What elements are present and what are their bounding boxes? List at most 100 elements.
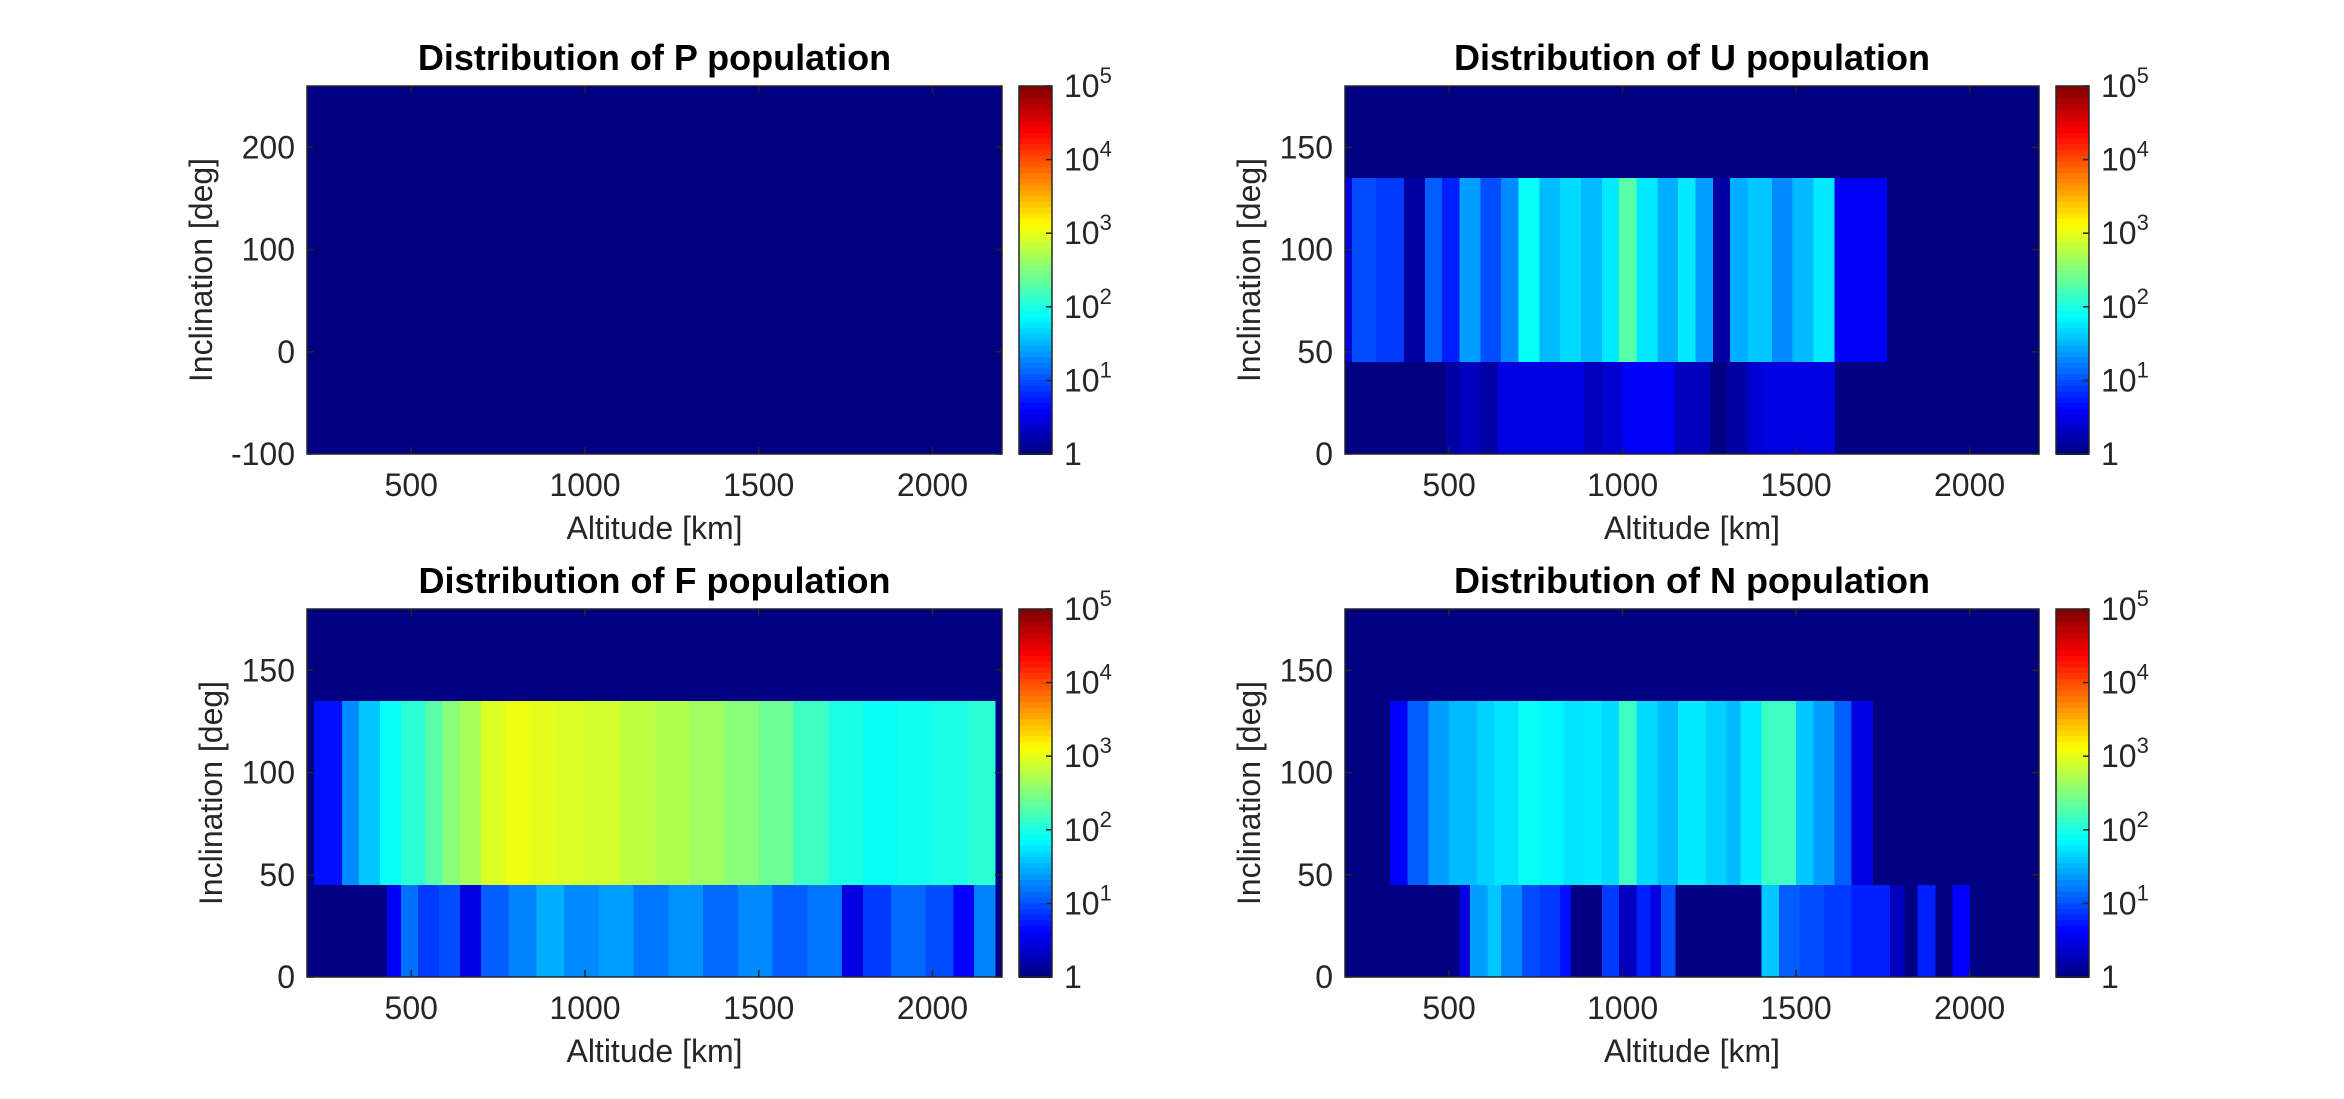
heatmap-cell	[807, 885, 843, 977]
colorbar-tick-label: 101	[1064, 357, 1112, 398]
colorbar-segment	[1019, 442, 1052, 450]
colorbar-segment	[1019, 149, 1052, 156]
colorbar-segment	[1019, 804, 1052, 812]
colorbar-segment	[2056, 362, 2089, 369]
heatmap-cell	[1657, 701, 1679, 885]
colorbar-segment	[2056, 431, 2089, 438]
colorbar-tick-label: 104	[2101, 137, 2149, 178]
colorbar-segment	[2056, 333, 2089, 340]
heatmap-cell	[400, 701, 426, 885]
chart-title: Distribution of F population	[419, 560, 891, 601]
heatmap-cell	[1619, 885, 1638, 977]
colorbar-segment	[2056, 793, 2089, 800]
colorbar-segment	[2056, 97, 2089, 105]
colorbar-segment	[1019, 672, 1052, 679]
colorbar-segment	[1019, 362, 1052, 369]
heatmap-cell	[1345, 178, 1353, 362]
colorbar-segment	[2056, 655, 2089, 662]
colorbar-segment	[1019, 252, 1052, 260]
heatmap-cell	[400, 885, 419, 977]
colorbar-segment	[2056, 724, 2089, 731]
heatmap-cell	[890, 885, 927, 977]
colorbar-segment	[1019, 701, 1052, 708]
heatmap-cell	[863, 701, 899, 885]
heatmap-cell	[1459, 362, 1481, 454]
colorbar-segment	[1019, 712, 1052, 720]
colorbar-segment	[2056, 103, 2089, 110]
colorbar-segment	[1019, 965, 1052, 973]
heatmap-cell	[1636, 701, 1658, 885]
colorbar-segment	[1019, 385, 1052, 392]
colorbar-segment	[1019, 132, 1052, 139]
colorbar-segment	[1019, 270, 1052, 277]
colorbar-segment	[2056, 86, 2089, 93]
colorbar-tick-label: 103	[1064, 733, 1112, 774]
colorbar-segment	[1019, 448, 1052, 455]
colorbar-segment	[2056, 879, 2089, 886]
colorbar-segment	[1019, 793, 1052, 800]
colorbar-segment	[2056, 344, 2089, 352]
colorbar-segment	[1019, 172, 1052, 179]
heatmap-cell	[598, 885, 635, 977]
heatmap-cell	[1823, 885, 1853, 977]
y-tick-label: 150	[242, 652, 295, 688]
colorbar-segment	[2056, 390, 2089, 398]
x-axis-label: Altitude [km]	[566, 1033, 742, 1069]
colorbar-segment	[2056, 735, 2089, 743]
colorbar-segment	[1019, 724, 1052, 731]
x-axis-label: Altitude [km]	[1604, 1033, 1780, 1069]
colorbar-segment	[2056, 948, 2089, 955]
heatmap-cell	[1622, 362, 1676, 454]
heatmap-cell	[1601, 178, 1620, 362]
colorbar-segment	[2056, 632, 2089, 639]
y-tick-label: 100	[1280, 755, 1333, 791]
colorbar-segment	[1019, 896, 1052, 904]
colorbar-segment	[2056, 902, 2089, 909]
colorbar-segment	[2056, 971, 2089, 978]
heatmap-cell	[439, 885, 461, 977]
colorbar-segment	[1019, 770, 1052, 777]
colorbar-segment	[2056, 678, 2089, 685]
colorbar-segment	[1019, 890, 1052, 898]
colorbar-segment	[1019, 103, 1052, 110]
colorbar-segment	[2056, 712, 2089, 720]
colorbar-segment	[1019, 827, 1052, 835]
colorbar-segment	[2056, 649, 2089, 656]
heatmap-cell	[1480, 178, 1502, 362]
heatmap-cell	[1619, 701, 1638, 885]
colorbar-segment	[1019, 241, 1052, 248]
colorbar-segment	[2056, 959, 2089, 967]
chart-title: Distribution of N population	[1454, 560, 1930, 601]
y-tick-label: 100	[242, 755, 295, 791]
colorbar-segment	[1019, 867, 1052, 875]
colorbar-segment	[2056, 293, 2089, 300]
heatmap-cell	[1428, 701, 1450, 885]
heatmap-cell	[505, 701, 530, 885]
heatmap-cell	[1761, 701, 1797, 885]
colorbar-segment	[1019, 287, 1052, 294]
heatmap-cell	[1494, 701, 1520, 885]
colorbar-segment	[1019, 310, 1052, 317]
colorbar-box	[1018, 608, 1053, 978]
y-tick-label: 150	[1280, 652, 1333, 688]
heatmap-cell	[1792, 178, 1815, 362]
heatmap-cell	[1351, 178, 1377, 362]
colorbar-box	[2055, 608, 2090, 978]
colorbar-segment	[2056, 862, 2089, 869]
heatmap-cell	[967, 701, 996, 885]
colorbar-segment	[1019, 166, 1052, 174]
heatmap-cell	[459, 701, 482, 885]
heatmap-cell	[1678, 701, 1707, 885]
colorbar-segment	[2056, 114, 2089, 122]
colorbar-tick-label: 101	[1064, 880, 1112, 921]
heatmap-cell	[1834, 178, 1887, 362]
heatmap-cell	[1521, 885, 1540, 977]
colorbar-segment	[2056, 252, 2089, 260]
x-tick-label: 2000	[897, 990, 968, 1026]
colorbar-segment	[2056, 695, 2089, 702]
colorbar-segment	[1019, 396, 1052, 404]
colorbar-segment	[2056, 172, 2089, 179]
colorbar-segment	[2056, 775, 2089, 783]
colorbar-segment	[1019, 126, 1052, 133]
y-tick-label: 50	[1297, 857, 1333, 893]
